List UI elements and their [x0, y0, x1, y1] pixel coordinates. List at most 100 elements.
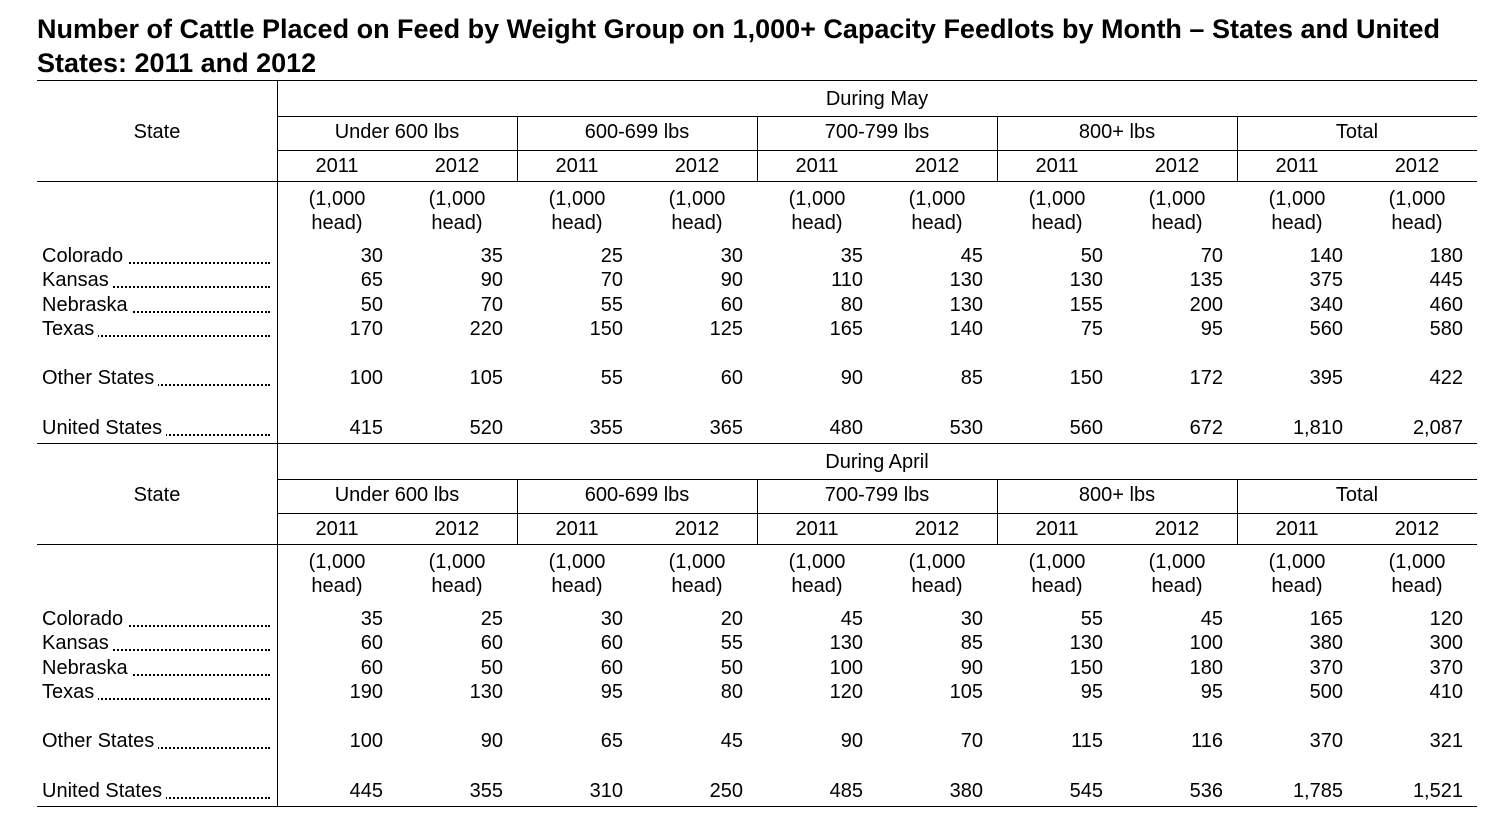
- year-header: 2012: [434, 155, 480, 177]
- table-cell: 150: [1069, 367, 1103, 389]
- table-cell: 116: [1191, 730, 1223, 752]
- table-cell: 140: [1309, 245, 1343, 267]
- unit-label: head): [1271, 212, 1323, 234]
- state-name: Colorado: [42, 608, 128, 630]
- leader-dots: [42, 262, 270, 264]
- unit-label: head): [1151, 212, 1203, 234]
- unit-label: head): [431, 212, 483, 234]
- weight-group-header: 700-799 lbs: [824, 121, 930, 143]
- table-cell: 130: [829, 632, 863, 654]
- weight-group-header: Total: [1335, 484, 1379, 506]
- leader-dots: [42, 286, 270, 288]
- table-cell: 165: [829, 318, 863, 340]
- table-cell: 65: [360, 269, 383, 291]
- table-cell: 130: [949, 294, 983, 316]
- unit-label: head): [1271, 575, 1323, 597]
- year-header: 2012: [1394, 155, 1440, 177]
- year-header: 2011: [315, 518, 359, 540]
- year-header: 2011: [795, 518, 839, 540]
- table-cell: 250: [709, 780, 743, 802]
- rule-line: [37, 544, 1477, 545]
- table-cell: 180: [1189, 657, 1223, 679]
- rule-line: [277, 479, 1477, 480]
- weight-group-header: Total: [1335, 121, 1379, 143]
- state-name: Kansas: [42, 269, 113, 291]
- table-cell: 422: [1429, 367, 1463, 389]
- unit-label: head): [911, 575, 963, 597]
- state-row-label: Texas: [42, 680, 270, 704]
- weight-group-header: 800+ lbs: [1078, 121, 1156, 143]
- leader-dots: [42, 335, 270, 337]
- table-cell: 150: [1069, 657, 1103, 679]
- state-row-label: Kansas: [42, 631, 270, 655]
- table-cell: 25: [480, 608, 503, 630]
- table-cell: 70: [960, 730, 983, 752]
- table-cell: 70: [600, 269, 623, 291]
- unit-label: head): [1031, 212, 1083, 234]
- table-cell: 85: [960, 632, 983, 654]
- table-cell: 105: [949, 681, 983, 703]
- year-header: 2011: [1035, 155, 1079, 177]
- rule-line: [277, 150, 1477, 151]
- column-divider: [517, 116, 518, 181]
- table-cell: 200: [1189, 294, 1223, 316]
- year-header: 2012: [914, 518, 960, 540]
- unit-label: head): [431, 575, 483, 597]
- state-row-label: Nebraska: [42, 656, 270, 680]
- state-name: United States: [42, 417, 167, 439]
- table-cell: 80: [840, 294, 863, 316]
- table-cell: 110: [831, 269, 863, 291]
- unit-label: (1,000: [548, 551, 606, 573]
- column-divider: [997, 116, 998, 181]
- year-header: 2011: [555, 155, 599, 177]
- year-header: 2011: [795, 155, 839, 177]
- leader-dots: [42, 311, 270, 313]
- table-cell: 1,785: [1292, 780, 1343, 802]
- section-label: During May: [825, 88, 929, 110]
- table-cell: 80: [720, 681, 743, 703]
- section-label: During April: [825, 451, 929, 473]
- state-column-header: State: [133, 484, 181, 506]
- table-cell: 135: [1189, 269, 1223, 291]
- state-row-label: Texas: [42, 317, 270, 341]
- column-divider: [1237, 479, 1238, 544]
- state-row-label: Other States: [42, 366, 270, 390]
- table-cell: 365: [709, 417, 743, 439]
- unit-label: head): [311, 575, 363, 597]
- year-header: 2012: [674, 518, 720, 540]
- rule-line: [37, 181, 1477, 182]
- table-cell: 50: [720, 657, 743, 679]
- table-cell: 25: [600, 245, 623, 267]
- table-cell: 90: [720, 269, 743, 291]
- table-cell: 90: [840, 730, 863, 752]
- table-cell: 415: [349, 417, 383, 439]
- table-cell: 120: [829, 681, 863, 703]
- state-row-label: Kansas: [42, 268, 270, 292]
- unit-label: head): [1151, 575, 1203, 597]
- state-row-label: United States: [42, 779, 270, 803]
- table-cell: 395: [1309, 367, 1343, 389]
- table-cell: 355: [469, 780, 503, 802]
- table-cell: 130: [469, 681, 503, 703]
- table-cell: 60: [600, 632, 623, 654]
- unit-label: head): [551, 212, 603, 234]
- table-cell: 30: [720, 245, 743, 267]
- table-cell: 340: [1309, 294, 1343, 316]
- unit-label: head): [671, 575, 723, 597]
- table-cell: 170: [349, 318, 383, 340]
- table-cell: 35: [480, 245, 503, 267]
- table-cell: 100: [349, 730, 383, 752]
- table-cell: 1,810: [1292, 417, 1343, 439]
- table-cell: 370: [1309, 657, 1343, 679]
- weight-group-header: 600-699 lbs: [584, 484, 690, 506]
- table-cell: 130: [1069, 269, 1103, 291]
- table-cell: 60: [360, 657, 383, 679]
- year-header: 2012: [914, 155, 960, 177]
- table-cell: 90: [960, 657, 983, 679]
- unit-label: (1,000: [788, 551, 846, 573]
- rule-line: [277, 513, 1477, 514]
- column-divider: [277, 443, 278, 806]
- table-cell: 130: [1069, 632, 1103, 654]
- unit-label: head): [791, 212, 843, 234]
- table-cell: 60: [360, 632, 383, 654]
